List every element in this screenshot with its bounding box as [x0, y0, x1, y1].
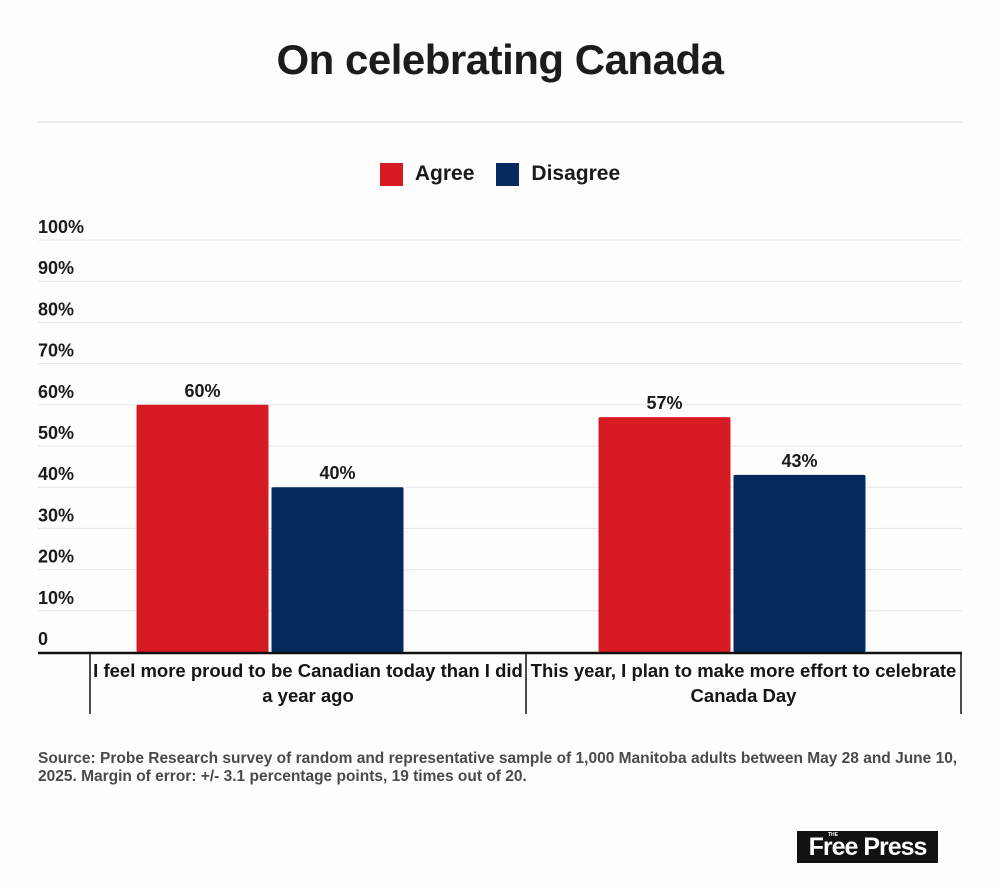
data-label-disagree-2: 43%	[781, 451, 817, 471]
y-tick-label-20: 20%	[38, 547, 74, 567]
bar-disagree-1	[271, 487, 404, 652]
x-category-label-2: This year, I plan to make more effort to…	[530, 660, 957, 706]
y-axis-ticks: 0 10% 20% 30% 40% 50% 60% 70% 80% 90% 100%	[38, 217, 84, 649]
bar-chart: 0 10% 20% 30% 40% 50% 60% 70% 80% 90% 100% 60% 40% 5…	[38, 217, 962, 714]
data-labels: 60% 40% 57% 43%	[184, 381, 817, 483]
y-tick-label-50: 50%	[38, 423, 74, 443]
legend-item-agree: Agree	[379, 162, 475, 186]
bar-agree-1	[136, 404, 269, 652]
bars	[136, 404, 866, 652]
data-label-disagree-1: 40%	[319, 463, 355, 483]
legend-label-disagree: Disagree	[531, 162, 621, 185]
legend-swatch-disagree	[496, 162, 520, 186]
y-tick-label-80: 80%	[38, 299, 74, 319]
bar-agree-2	[598, 417, 731, 652]
bar-disagree-2	[733, 474, 866, 652]
logo-the: THE	[828, 832, 838, 838]
legend-swatch-agree	[379, 162, 403, 186]
legend-item-disagree: Disagree	[496, 162, 620, 186]
legend: Agree Disagree	[0, 162, 1000, 186]
legend-label-agree: Agree	[414, 162, 475, 185]
y-tick-label-30: 30%	[38, 505, 74, 525]
y-tick-label-70: 70%	[38, 341, 74, 361]
y-tick-label-40: 40%	[38, 464, 74, 484]
title-divider	[38, 121, 962, 123]
y-tick-label-0: 0	[38, 629, 48, 649]
source-note: Source: Probe Research survey of random …	[38, 750, 958, 785]
data-label-agree-1: 60%	[184, 381, 220, 401]
chart-title: On celebrating Canada	[276, 36, 724, 83]
y-tick-label-60: 60%	[38, 382, 74, 402]
y-tick-label-100: 100%	[38, 217, 84, 237]
x-axis	[38, 651, 962, 714]
x-category-label-1: I feel more proud to be Canadian today t…	[93, 660, 523, 706]
free-press-logo: THE Free Press	[797, 831, 938, 863]
logo-text: Free Press	[808, 832, 928, 861]
y-tick-label-10: 10%	[38, 588, 74, 608]
y-tick-label-90: 90%	[38, 258, 74, 278]
data-label-agree-2: 57%	[646, 393, 682, 413]
